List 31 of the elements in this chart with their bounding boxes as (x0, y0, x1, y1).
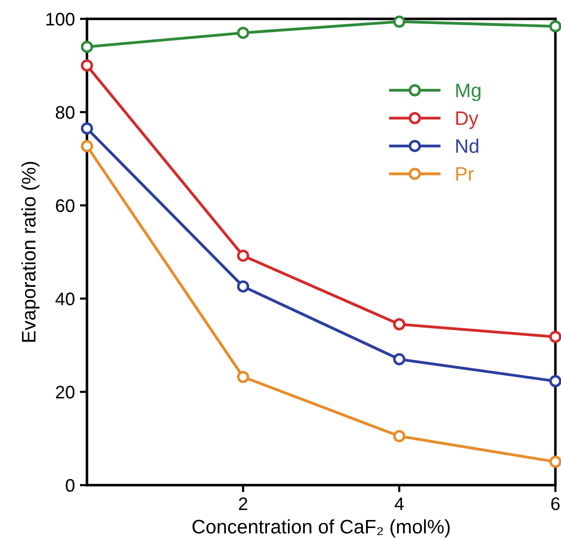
point (236, 250, 250, 262)
y-tick-label: 40 (55, 292, 74, 306)
point (80, 59, 94, 72)
y-tick-label: 0 (66, 479, 74, 492)
y-axis-title: Evaporation ratio (%) (21, 162, 40, 342)
point (393, 353, 406, 366)
y-tick-label: 20 (56, 386, 74, 399)
x-tick-label: 2 (238, 497, 248, 510)
x-tick-label: 6 (551, 497, 560, 510)
legend-label: Dy (456, 112, 478, 129)
x-axis-title: Concentration of CaF₂ (mol%) (192, 519, 450, 538)
y-tick-label: 60 (56, 199, 74, 212)
point (549, 20, 561, 32)
point (80, 122, 94, 135)
y-tick-label: 100 (46, 12, 74, 26)
point (549, 456, 561, 468)
point (549, 375, 561, 388)
point (236, 26, 250, 39)
point (393, 16, 406, 28)
point (393, 318, 406, 330)
legend-label: Nd (456, 138, 478, 153)
point (236, 370, 250, 384)
legend-label: Mg (456, 84, 480, 102)
point (236, 280, 250, 293)
point (80, 140, 94, 152)
point (549, 330, 561, 343)
y-tick-label: 80 (56, 106, 74, 119)
legend-label: Pr (456, 167, 474, 181)
point (393, 430, 406, 442)
point (80, 40, 94, 53)
x-tick-label: 4 (394, 498, 404, 510)
